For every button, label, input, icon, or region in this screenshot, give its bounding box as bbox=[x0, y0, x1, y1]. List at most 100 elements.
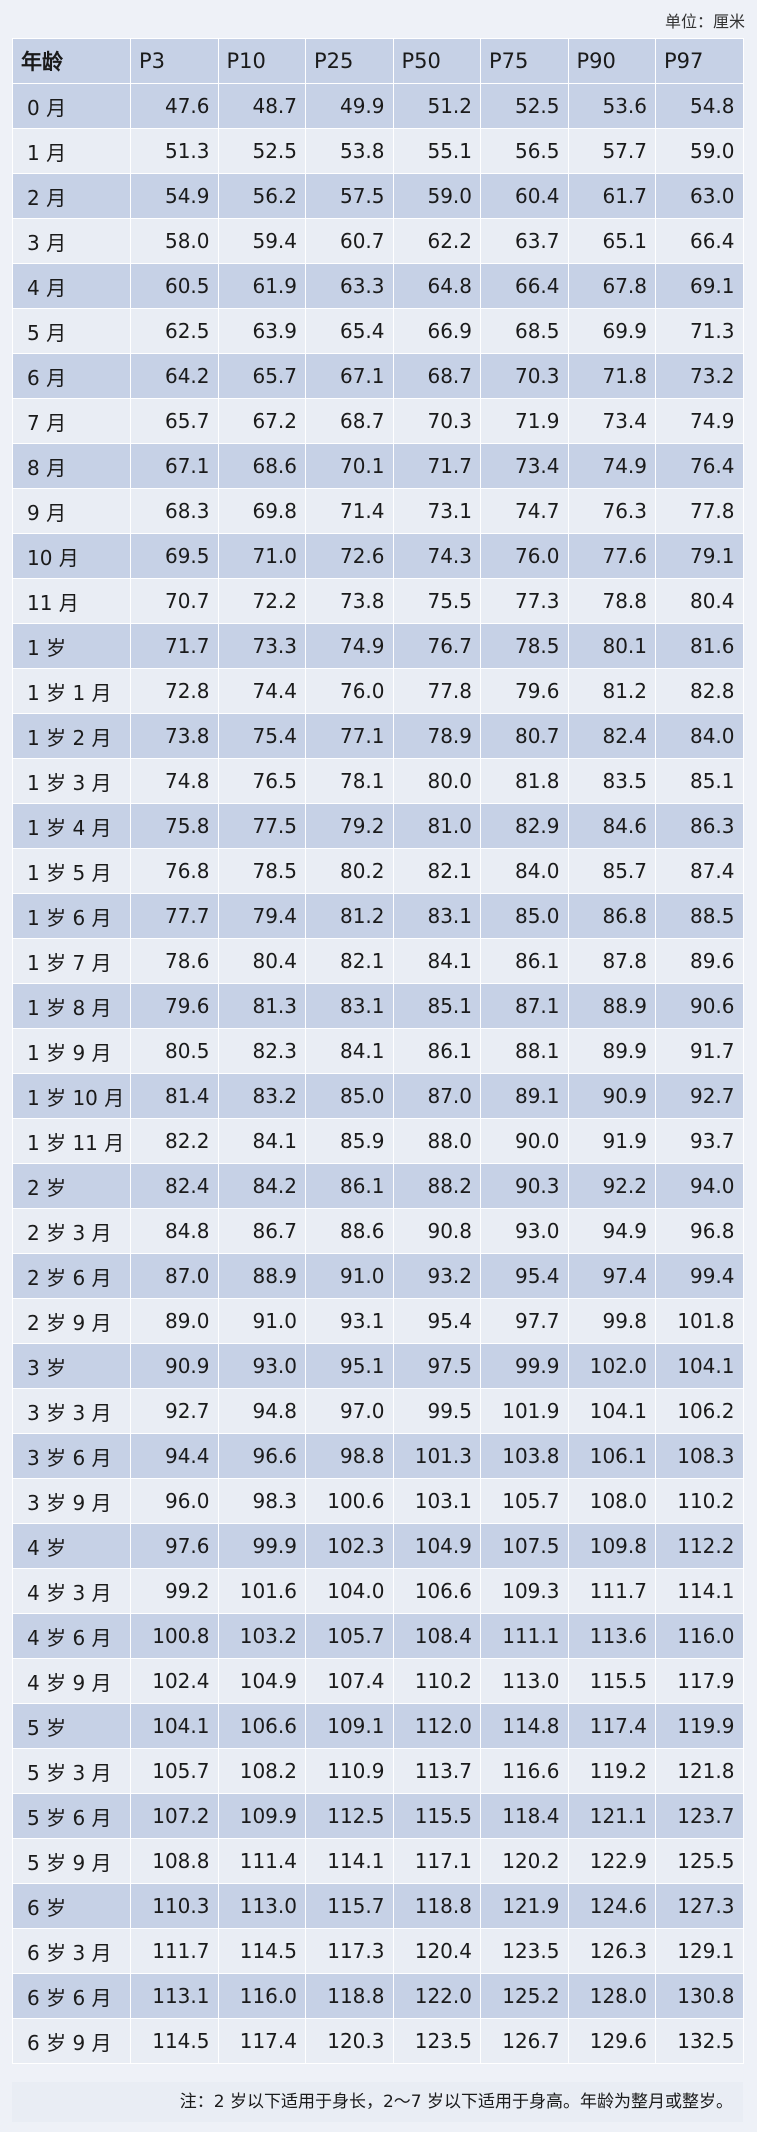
table-row: 5 岁 9 月 108.8 111.4 114.1 117.1 120.2 122.9 125… bbox=[12, 1838, 744, 1884]
table-row: 6 岁 6 月 113.1 116.0 118.8 122.0 125.2 128.0 130… bbox=[12, 1973, 744, 2019]
header-p97: P97 bbox=[655, 38, 744, 84]
value-cell: 70.3 bbox=[480, 353, 569, 399]
value-cell: 88.0 bbox=[392, 1118, 481, 1164]
value-cell: 103.8 bbox=[480, 1433, 569, 1479]
value-cell: 68.7 bbox=[392, 353, 481, 399]
value-cell: 99.8 bbox=[567, 1298, 656, 1344]
value-cell: 111.1 bbox=[480, 1613, 569, 1659]
age-cell: 2 月 bbox=[12, 173, 131, 219]
value-cell: 84.1 bbox=[392, 938, 481, 984]
value-cell: 99.9 bbox=[217, 1523, 306, 1569]
value-cell: 88.5 bbox=[655, 893, 744, 939]
table-row: 5 岁 6 月 107.2 109.9 112.5 115.5 118.4 121.1 123… bbox=[12, 1793, 744, 1839]
value-cell: 88.9 bbox=[567, 983, 656, 1029]
value-cell: 85.9 bbox=[305, 1118, 394, 1164]
age-cell: 1 岁 11 月 bbox=[12, 1118, 131, 1164]
value-cell: 79.6 bbox=[480, 668, 569, 714]
age-cell: 3 岁 6 月 bbox=[12, 1433, 131, 1479]
value-cell: 82.3 bbox=[217, 1028, 306, 1074]
table-row: 6 岁 110.3 113.0 115.7 118.8 121.9 124.6 127.3 bbox=[12, 1883, 744, 1929]
value-cell: 91.0 bbox=[217, 1298, 306, 1344]
value-cell: 107.5 bbox=[480, 1523, 569, 1569]
value-cell: 109.3 bbox=[480, 1568, 569, 1614]
value-cell: 80.7 bbox=[480, 713, 569, 759]
value-cell: 48.7 bbox=[217, 83, 306, 129]
value-cell: 65.7 bbox=[217, 353, 306, 399]
table-row: 3 岁 3 月 92.7 94.8 97.0 99.5 101.9 104.1 106.2 bbox=[12, 1388, 744, 1434]
value-cell: 74.8 bbox=[130, 758, 219, 804]
value-cell: 71.7 bbox=[392, 443, 481, 489]
value-cell: 84.0 bbox=[655, 713, 744, 759]
value-cell: 65.4 bbox=[305, 308, 394, 354]
value-cell: 81.0 bbox=[392, 803, 481, 849]
value-cell: 78.9 bbox=[392, 713, 481, 759]
value-cell: 53.6 bbox=[567, 83, 656, 129]
value-cell: 88.9 bbox=[217, 1253, 306, 1299]
value-cell: 83.2 bbox=[217, 1073, 306, 1119]
header-p50: P50 bbox=[392, 38, 481, 84]
value-cell: 110.2 bbox=[392, 1658, 481, 1704]
value-cell: 63.3 bbox=[305, 263, 394, 309]
value-cell: 117.4 bbox=[567, 1703, 656, 1749]
value-cell: 67.2 bbox=[217, 398, 306, 444]
value-cell: 77.8 bbox=[392, 668, 481, 714]
value-cell: 109.8 bbox=[567, 1523, 656, 1569]
value-cell: 82.4 bbox=[130, 1163, 219, 1209]
value-cell: 93.0 bbox=[480, 1208, 569, 1254]
value-cell: 109.1 bbox=[305, 1703, 394, 1749]
age-cell: 4 岁 bbox=[12, 1523, 131, 1569]
value-cell: 67.1 bbox=[130, 443, 219, 489]
value-cell: 125.2 bbox=[480, 1973, 569, 2019]
value-cell: 74.9 bbox=[567, 443, 656, 489]
value-cell: 97.6 bbox=[130, 1523, 219, 1569]
value-cell: 78.8 bbox=[567, 578, 656, 624]
value-cell: 66.4 bbox=[655, 218, 744, 264]
header-p25: P25 bbox=[305, 38, 394, 84]
value-cell: 106.6 bbox=[217, 1703, 306, 1749]
value-cell: 104.9 bbox=[392, 1523, 481, 1569]
value-cell: 102.3 bbox=[305, 1523, 394, 1569]
value-cell: 112.5 bbox=[305, 1793, 394, 1839]
value-cell: 90.6 bbox=[655, 983, 744, 1029]
value-cell: 97.4 bbox=[567, 1253, 656, 1299]
value-cell: 65.1 bbox=[567, 218, 656, 264]
value-cell: 69.8 bbox=[217, 488, 306, 534]
value-cell: 73.8 bbox=[305, 578, 394, 624]
value-cell: 106.2 bbox=[655, 1388, 744, 1434]
value-cell: 91.9 bbox=[567, 1118, 656, 1164]
value-cell: 96.0 bbox=[130, 1478, 219, 1524]
value-cell: 79.4 bbox=[217, 893, 306, 939]
value-cell: 81.2 bbox=[567, 668, 656, 714]
value-cell: 78.5 bbox=[217, 848, 306, 894]
table-row: 2 岁 3 月 84.8 86.7 88.6 90.8 93.0 94.9 96.8 bbox=[12, 1208, 744, 1254]
value-cell: 57.5 bbox=[305, 173, 394, 219]
value-cell: 117.1 bbox=[392, 1838, 481, 1884]
value-cell: 79.6 bbox=[130, 983, 219, 1029]
age-cell: 1 岁 9 月 bbox=[12, 1028, 131, 1074]
table-row: 2 岁 6 月 87.0 88.9 91.0 93.2 95.4 97.4 99.4 bbox=[12, 1253, 744, 1299]
table-row: 1 岁 8 月 79.6 81.3 83.1 85.1 87.1 88.9 90.6 bbox=[12, 983, 744, 1029]
table-row: 1 岁 6 月 77.7 79.4 81.2 83.1 85.0 86.8 88.5 bbox=[12, 893, 744, 939]
value-cell: 119.9 bbox=[655, 1703, 744, 1749]
value-cell: 123.7 bbox=[655, 1793, 744, 1839]
age-cell: 2 岁 bbox=[12, 1163, 131, 1209]
value-cell: 99.5 bbox=[392, 1388, 481, 1434]
table-row: 4 岁 9 月 102.4 104.9 107.4 110.2 113.0 115.5 117… bbox=[12, 1658, 744, 1704]
value-cell: 82.2 bbox=[130, 1118, 219, 1164]
value-cell: 74.9 bbox=[655, 398, 744, 444]
value-cell: 115.5 bbox=[567, 1658, 656, 1704]
value-cell: 97.7 bbox=[480, 1298, 569, 1344]
age-cell: 3 岁 9 月 bbox=[12, 1478, 131, 1524]
value-cell: 102.4 bbox=[130, 1658, 219, 1704]
value-cell: 130.8 bbox=[655, 1973, 744, 2019]
value-cell: 113.6 bbox=[567, 1613, 656, 1659]
value-cell: 104.1 bbox=[130, 1703, 219, 1749]
table-row: 1 岁 2 月 73.8 75.4 77.1 78.9 80.7 82.4 84.0 bbox=[12, 713, 744, 759]
value-cell: 113.0 bbox=[480, 1658, 569, 1704]
value-cell: 120.4 bbox=[392, 1928, 481, 1974]
value-cell: 108.0 bbox=[567, 1478, 656, 1524]
value-cell: 118.4 bbox=[480, 1793, 569, 1839]
value-cell: 84.1 bbox=[305, 1028, 394, 1074]
value-cell: 92.7 bbox=[130, 1388, 219, 1434]
